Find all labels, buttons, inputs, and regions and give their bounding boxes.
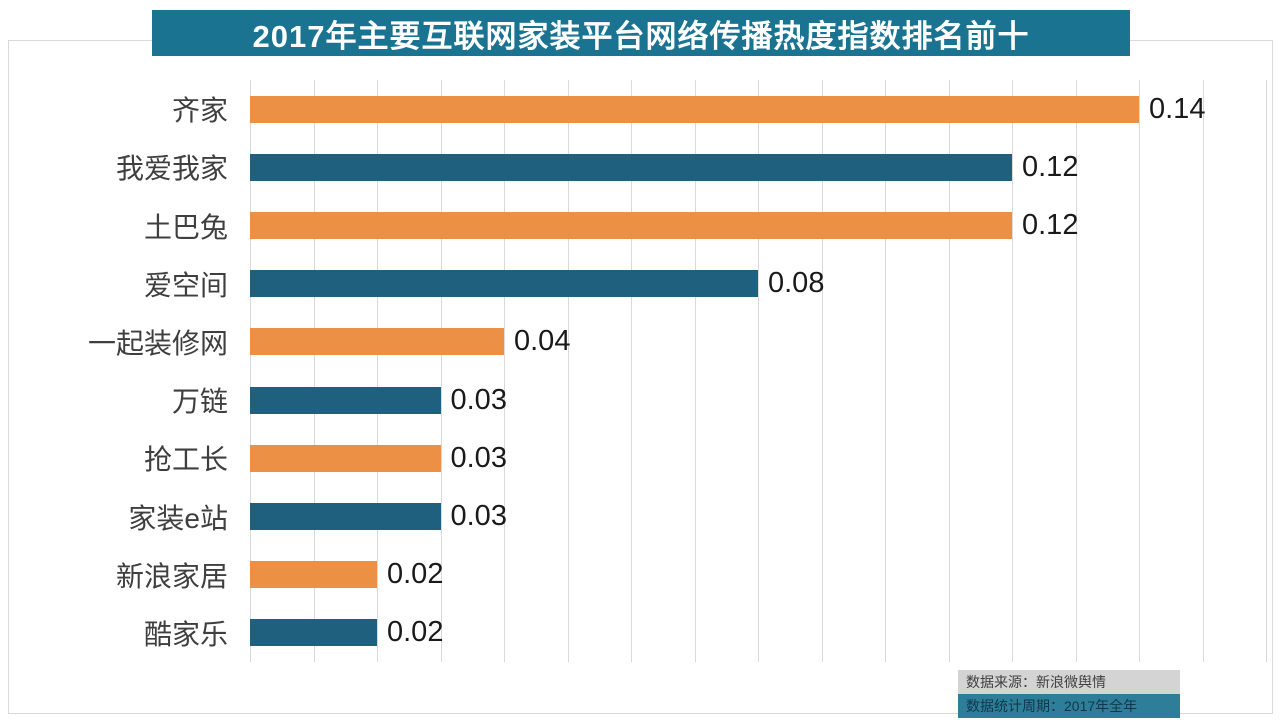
value-label: 0.12: [1022, 150, 1079, 183]
source-box: 数据来源：新浪微舆情 数据统计周期：2017年全年: [958, 670, 1180, 718]
gridline: [885, 80, 886, 662]
category-label: 我爱我家: [115, 153, 228, 185]
bar: [250, 153, 1012, 181]
category-labels: 齐家我爱我家土巴兔爱空间一起装修网万链抢工长家装e站新浪家居酷家乐: [10, 80, 242, 662]
gridline: [631, 80, 632, 662]
gridline: [821, 80, 823, 662]
bar-rows: 0.14 0.12 0.12 0.08 0.04 0.03 0.03 0.03 0.02 0.02: [250, 80, 1266, 662]
data-period-line: 数据统计周期：2017年全年: [958, 694, 1180, 718]
gridline: [1012, 80, 1013, 662]
category-label: 齐家: [171, 95, 228, 127]
value-label: 0.14: [1149, 92, 1206, 125]
value-label: 0.08: [768, 267, 825, 300]
bar-row: 0.03: [250, 487, 1266, 545]
bar-row: 0.02: [250, 546, 1266, 604]
gridline: [504, 80, 505, 662]
gridline: [1139, 80, 1140, 662]
category-label: 新浪家居: [115, 560, 228, 592]
value-label: 0.02: [387, 616, 444, 649]
value-label: 0.03: [450, 500, 507, 533]
value-label: 0.03: [450, 383, 507, 416]
category-label: 土巴兔: [143, 211, 228, 243]
category-label: 爱空间: [143, 269, 228, 301]
gridline: [1075, 80, 1077, 662]
gridline: [1266, 80, 1267, 662]
chart-title: 2017年主要互联网家装平台网络传播热度指数排名前十: [152, 10, 1130, 56]
bar-row: 0.12: [250, 138, 1266, 196]
category-label: 家装e站: [128, 502, 228, 534]
gridline: [313, 80, 315, 662]
bar-row: 0.03: [250, 371, 1266, 429]
bar: [250, 328, 504, 356]
bar: [250, 619, 377, 647]
gridline: [567, 80, 569, 662]
bar-row: 0.04: [250, 313, 1266, 371]
value-label: 0.12: [1022, 209, 1079, 241]
bar: [250, 386, 441, 414]
bar-row: 0.08: [250, 255, 1266, 313]
plot-area: 0.14 0.12 0.12 0.08 0.04 0.03 0.03 0.03 0.02 0.02: [250, 80, 1267, 662]
bar: [250, 503, 441, 531]
value-label: 0.02: [387, 558, 444, 591]
chart-frame: [8, 40, 1273, 714]
gridlines: [250, 80, 1267, 662]
data-source-line: 数据来源：新浪微舆情: [958, 670, 1180, 694]
bar: [250, 270, 758, 298]
bar-row: 0.12: [250, 196, 1266, 254]
category-label: 酷家乐: [143, 618, 228, 650]
gridline: [1202, 80, 1204, 662]
value-label: 0.03: [450, 441, 507, 474]
gridline: [377, 80, 378, 662]
bar: [250, 444, 441, 472]
gridline: [758, 80, 759, 662]
category-label: 万链: [171, 386, 228, 418]
gridline: [440, 80, 442, 662]
category-label: 一起装修网: [87, 327, 228, 359]
category-label: 抢工长: [143, 444, 228, 476]
bar: [250, 561, 377, 589]
bar-row: 0.14: [250, 80, 1266, 138]
bar-row: 0.02: [250, 604, 1266, 662]
value-label: 0.04: [514, 325, 571, 358]
bar: [250, 212, 1012, 239]
bar: [250, 95, 1139, 123]
gridline: [694, 80, 696, 662]
gridline: [250, 80, 251, 662]
gridline: [948, 80, 950, 662]
bar-row: 0.03: [250, 429, 1266, 487]
